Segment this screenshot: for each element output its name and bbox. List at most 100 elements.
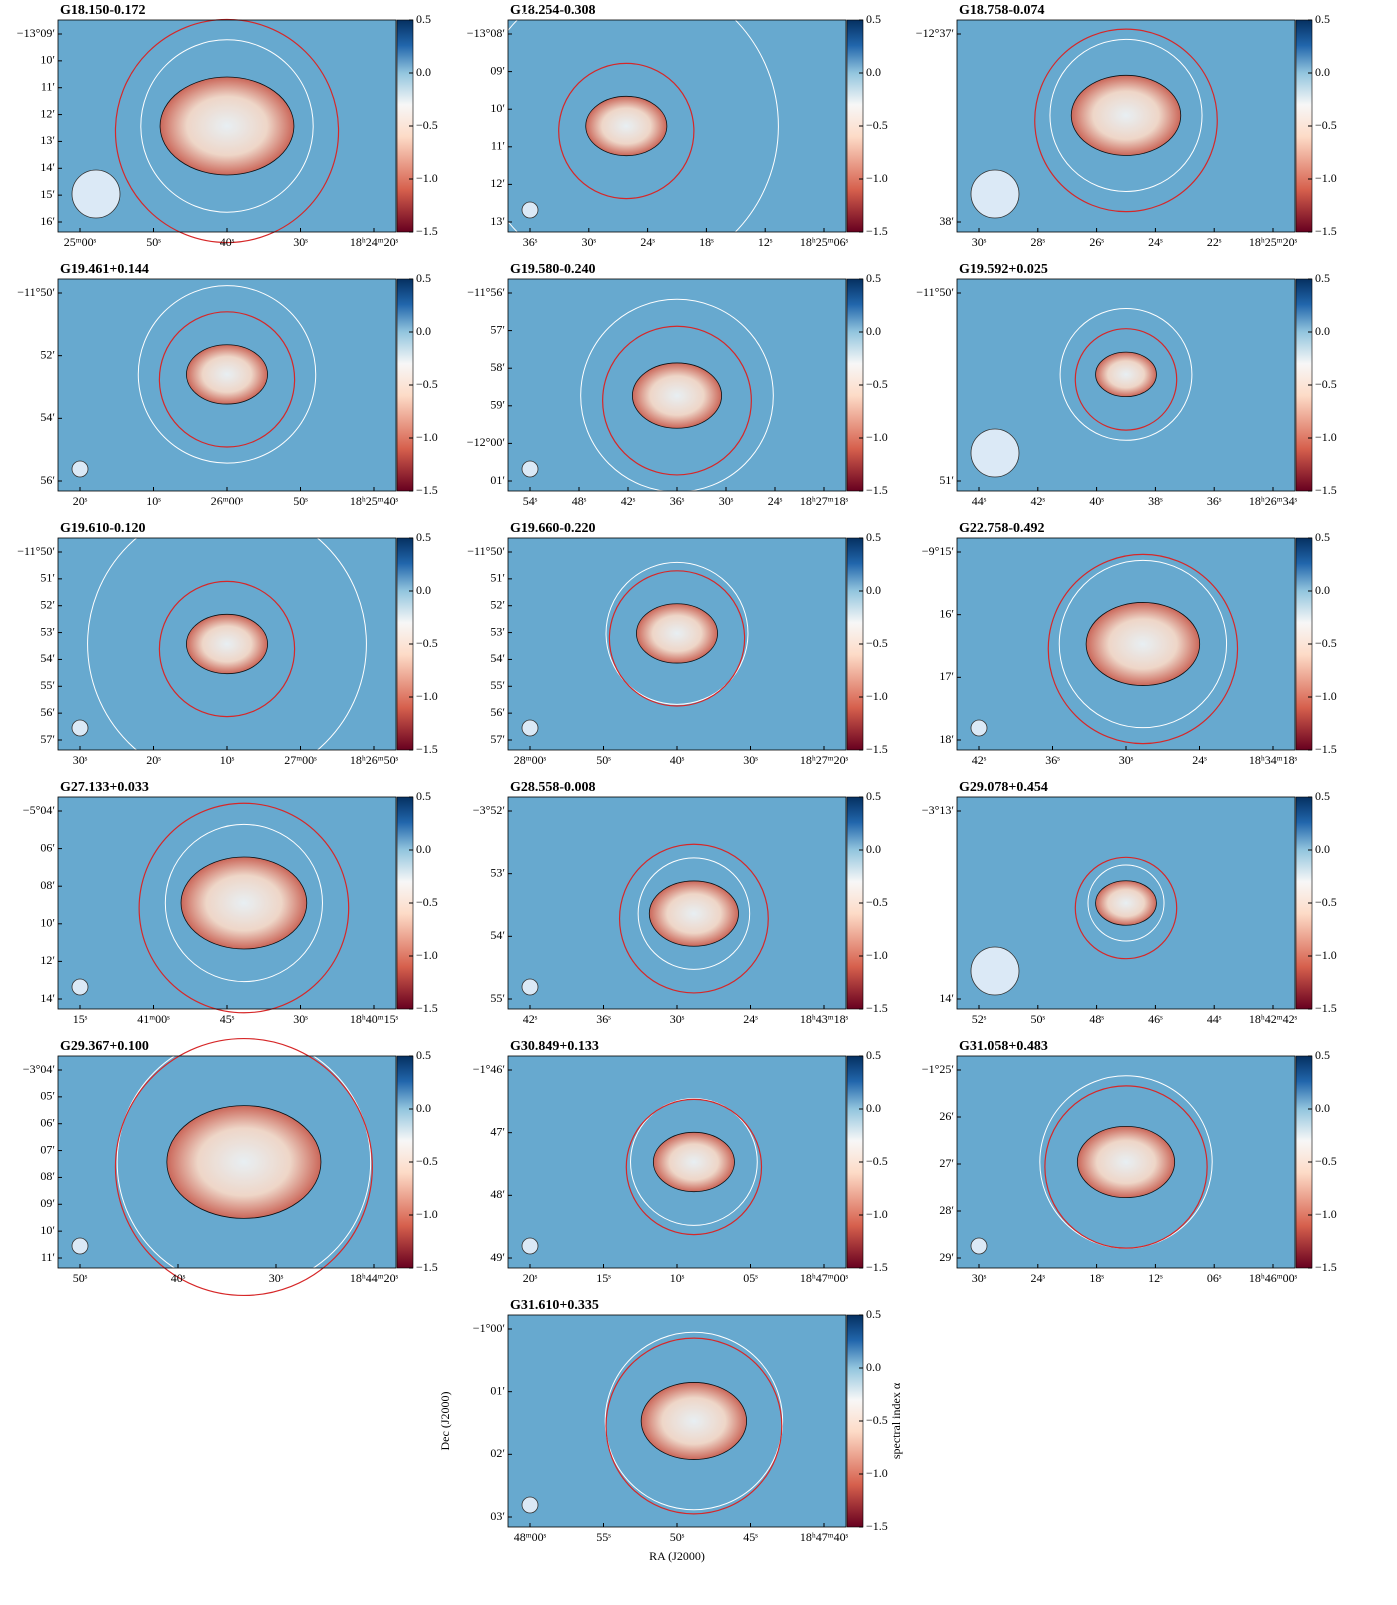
- panel-title: G30.849+0.133: [510, 1039, 599, 1054]
- dec-tick-label: 56′: [40, 705, 55, 719]
- colorbar-tick-label: −1.5: [1315, 742, 1337, 756]
- colorbar-tick-label: −1.0: [416, 1207, 438, 1221]
- ra-tick-label: 42ˢ: [972, 753, 987, 767]
- ra-tick-label: 40ˢ: [670, 753, 685, 767]
- ra-tick-label: 45ˢ: [220, 1012, 235, 1026]
- ra-tick-label: 18ʰ25ᵐ06ˢ: [800, 235, 849, 249]
- dec-tick-label: −5°04′: [23, 803, 56, 817]
- dec-tick-label: 05′: [40, 1089, 55, 1103]
- dec-tick-label: 55′: [40, 678, 55, 692]
- colorbar-tick-label: −1.5: [1315, 224, 1337, 238]
- white-circle: [140, 39, 314, 213]
- panel-title: G18.150-0.172: [60, 3, 146, 18]
- ra-tick-label: 18ʰ24ᵐ20ˢ: [350, 235, 399, 249]
- colorbar-tick-label: 0.0: [416, 324, 431, 338]
- ra-tick-label: 36ˢ: [596, 1012, 611, 1026]
- ra-tick-label: 30ˢ: [293, 235, 308, 249]
- red-circle: [1074, 856, 1178, 960]
- colorbar-tick-label: 0.0: [1315, 583, 1330, 597]
- beam: [71, 1237, 89, 1255]
- panel: G19.580-0.240 −11°56′ 57′ 58′ 59′ −12°00′ 01′ 5…: [467, 262, 888, 508]
- dec-tick-label: 54′: [40, 410, 55, 424]
- beam: [521, 201, 539, 219]
- ra-tick-label: 24ˢ: [1031, 1271, 1046, 1285]
- beam: [521, 719, 539, 737]
- beam: [71, 169, 121, 219]
- image-frame: [956, 19, 1296, 233]
- panel: G18.150-0.172 −13°09′ 10′ 11′ 12′ 13′ 14′ 15′ 16…: [17, 3, 438, 249]
- ra-tick-label: 50ˢ: [293, 494, 308, 508]
- white-circle: [604, 1331, 784, 1511]
- colorbar-tick-label: −1.5: [866, 1260, 888, 1274]
- dec-tick-label: −3°52′: [473, 803, 506, 817]
- emission-blob: [1070, 74, 1182, 156]
- panel-title: G19.610-0.120: [60, 521, 146, 536]
- ra-tick-label: 24ˢ: [768, 494, 783, 508]
- white-circle: [1059, 307, 1193, 441]
- ra-tick-label: 15ˢ: [596, 1271, 611, 1285]
- dec-tick-label: 55′: [490, 991, 505, 1005]
- image-background: [508, 20, 846, 232]
- ra-tick-label: 54ˢ: [523, 494, 538, 508]
- colorbar-tick-label: 0.5: [1315, 789, 1330, 803]
- colorbar-tick-label: −1.5: [416, 742, 438, 756]
- ra-tick-label: 20ˢ: [73, 494, 88, 508]
- ra-tick-label: 18ʰ40ᵐ15ˢ: [350, 1012, 399, 1026]
- dec-tick-label: −9°15′: [922, 544, 955, 558]
- colorbar-tick-label: −1.5: [1315, 1260, 1337, 1274]
- colorbar-tick-label: 0.5: [866, 1307, 881, 1321]
- dec-tick-label: −11°50′: [17, 544, 55, 558]
- ra-tick-label: 36ˢ: [670, 494, 685, 508]
- colorbar-tick-label: 0.0: [416, 1101, 431, 1115]
- ra-tick-label: 26ᵐ00ˢ: [211, 494, 244, 508]
- red-circle: [558, 62, 695, 200]
- colorbar-tick-label: −0.5: [1315, 377, 1337, 391]
- colorbar-tick-label: −1.0: [866, 689, 888, 703]
- dec-tick-label: 26′: [939, 1109, 954, 1123]
- red-circle: [618, 843, 769, 994]
- white-circle: [605, 561, 749, 705]
- dec-tick-label: −13°08′: [467, 26, 506, 40]
- x-axis-label: RA (J2000): [649, 1549, 705, 1563]
- ra-tick-label: 50ˢ: [1031, 1012, 1046, 1026]
- dec-tick-label: 12′: [490, 176, 505, 190]
- beam: [71, 719, 89, 737]
- dec-tick-label: −1°00′: [473, 1321, 506, 1335]
- dec-tick-label: 13′: [490, 214, 505, 228]
- ra-tick-label: 48ᵐ00ˢ: [514, 1530, 547, 1544]
- ra-tick-label: 18ˢ: [1089, 1271, 1104, 1285]
- red-circle: [608, 570, 746, 707]
- red-circle: [1034, 28, 1218, 213]
- dec-tick-label: −3°13′: [922, 803, 955, 817]
- dec-tick-label: −1°25′: [922, 1062, 955, 1076]
- colorbar-tick-label: 0.5: [866, 1048, 881, 1062]
- panel-title: G31.058+0.483: [959, 1039, 1048, 1054]
- colorbar-tick-label: −1.0: [1315, 948, 1337, 962]
- red-circle: [114, 1037, 373, 1297]
- beam: [521, 978, 539, 996]
- colorbar-tick-label: −0.5: [866, 377, 888, 391]
- ra-tick-label: 50ˢ: [146, 235, 161, 249]
- dec-tick-label: 14′: [939, 991, 954, 1005]
- beam: [521, 460, 539, 478]
- ra-tick-label: 30ˢ: [972, 235, 987, 249]
- dec-tick-label: 10′: [40, 53, 55, 67]
- colorbar-tick-label: 0.5: [1315, 12, 1330, 26]
- beam: [970, 169, 1020, 219]
- ra-tick-label: 22ˢ: [1207, 235, 1222, 249]
- dec-tick-label: 56′: [490, 705, 505, 719]
- colorbar-tick-label: −0.5: [416, 1154, 438, 1168]
- colorbar-tick-label: −0.5: [866, 1413, 888, 1427]
- colorbar-tick-label: −0.5: [866, 118, 888, 132]
- dec-tick-label: −11°56′: [467, 285, 505, 299]
- ra-tick-label: 55ˢ: [596, 1530, 611, 1544]
- ra-tick-label: 42ˢ: [523, 1012, 538, 1026]
- dec-tick-label: −1°46′: [473, 1062, 506, 1076]
- panel-title: G19.461+0.144: [60, 262, 149, 277]
- ra-tick-label: 18ˢ: [699, 235, 714, 249]
- ra-tick-label: 30ˢ: [743, 753, 758, 767]
- colorbar-tick-label: −0.5: [866, 1154, 888, 1168]
- ra-tick-label: 41ᵐ00ˢ: [137, 1012, 170, 1026]
- ra-tick-label: 24ˢ: [743, 1012, 758, 1026]
- dec-tick-label: −12°37′: [916, 26, 955, 40]
